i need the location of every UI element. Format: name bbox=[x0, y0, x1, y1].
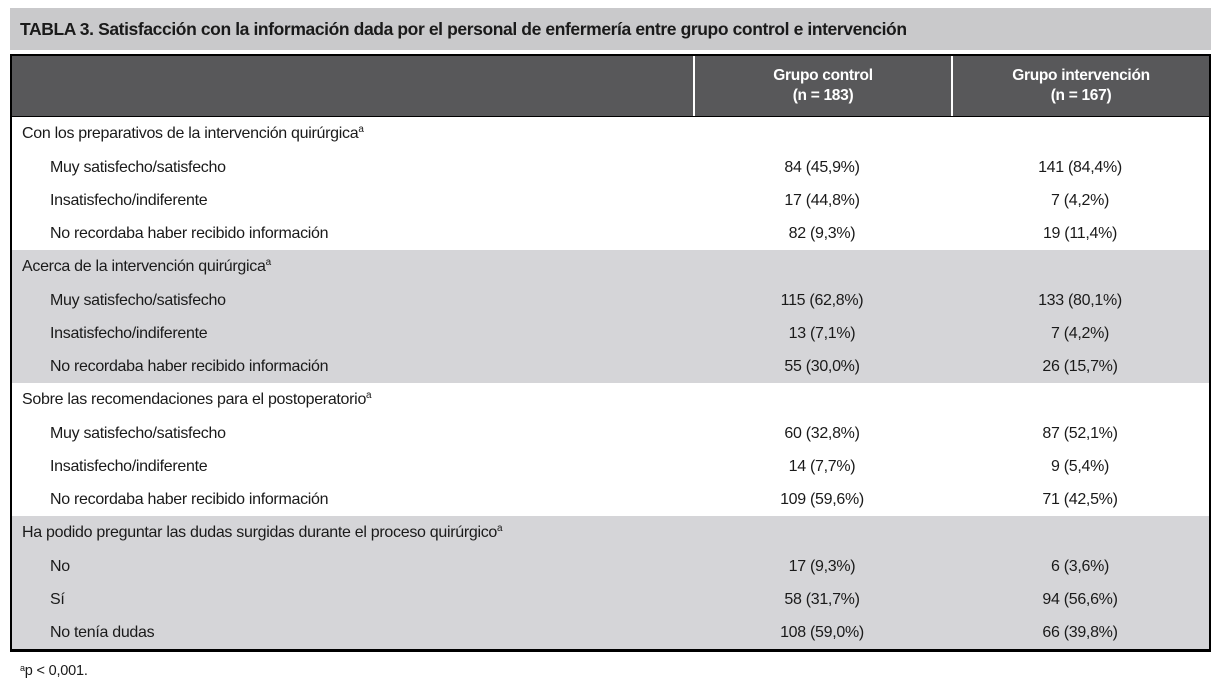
section-header-label: Acerca de la intervención quirúrgica bbox=[22, 258, 266, 275]
row-label: Muy satisfecho/satisfecho bbox=[50, 424, 226, 442]
intervention-value: 7 (4,2%) bbox=[1050, 191, 1110, 209]
table-row: No tenía dudas 108 (59,0%) 66 (39,8%) bbox=[12, 616, 1209, 649]
control-value: 17 (44,8%) bbox=[784, 191, 860, 209]
row-label: Sí bbox=[50, 590, 65, 608]
section-header-label: Con los preparativos de la intervención … bbox=[22, 125, 359, 142]
footnote: ap < 0,001. bbox=[20, 663, 1211, 679]
footnote-text: p < 0,001. bbox=[24, 663, 88, 679]
row-label: No recordaba haber recibido información bbox=[50, 490, 329, 508]
row-label: Insatisfecho/indiferente bbox=[50, 457, 208, 475]
row-label: Muy satisfecho/satisfecho bbox=[50, 291, 226, 309]
row-label: No bbox=[50, 557, 70, 575]
intervention-value: 94 (56,6%) bbox=[1042, 590, 1118, 608]
intervention-value: 66 (39,8%) bbox=[1042, 623, 1118, 641]
control-value: 58 (31,7%) bbox=[784, 590, 860, 608]
table-row: No recordaba haber recibido información … bbox=[12, 217, 1209, 250]
table-row: Insatisfecho/indiferente 14 (7,7%) 9 (5,… bbox=[12, 450, 1209, 483]
section-header-acerca: Acerca de la intervención quirúrgica a bbox=[12, 250, 1209, 284]
table-row: Insatisfecho/indiferente 17 (44,8%) 7 (4… bbox=[12, 184, 1209, 217]
control-value: 84 (45,9%) bbox=[784, 158, 860, 176]
section-header-label: Sobre las recomendaciones para el postop… bbox=[22, 391, 367, 408]
row-label: No recordaba haber recibido información bbox=[50, 224, 329, 242]
intervention-value: 141 (84,4%) bbox=[1038, 158, 1122, 176]
header-grupo-control-line2: (n = 183) bbox=[792, 87, 854, 104]
intervention-value: 9 (5,4%) bbox=[1050, 457, 1110, 475]
intervention-value: 6 (3,6%) bbox=[1050, 557, 1110, 575]
control-value: 115 (62,8%) bbox=[780, 291, 864, 309]
table-title-bar: TABLA 3. Satisfacción con la información… bbox=[10, 8, 1211, 50]
intervention-value: 19 (11,4%) bbox=[1042, 224, 1118, 242]
header-grupo-intervencion: Grupo intervención (n = 167) bbox=[951, 56, 1209, 116]
intervention-value: 7 (4,2%) bbox=[1050, 324, 1110, 342]
intervention-value: 71 (42,5%) bbox=[1042, 490, 1118, 508]
control-value: 55 (30,0%) bbox=[784, 357, 860, 375]
table-row: Muy satisfecho/satisfecho 115 (62,8%) 13… bbox=[12, 284, 1209, 317]
header-grupo-intervencion-line1: Grupo intervención bbox=[1012, 66, 1150, 84]
table-row: No recordaba haber recibido información … bbox=[12, 350, 1209, 383]
header-grupo-control: Grupo control (n = 183) bbox=[693, 56, 951, 116]
section-header-dudas: Ha podido preguntar las dudas surgidas d… bbox=[12, 516, 1209, 550]
intervention-value: 133 (80,1%) bbox=[1038, 291, 1122, 309]
control-value: 14 (7,7%) bbox=[788, 457, 856, 475]
row-label: Insatisfecho/indiferente bbox=[50, 324, 208, 342]
table-row: Sí 58 (31,7%) 94 (56,6%) bbox=[12, 583, 1209, 616]
control-value: 13 (7,1%) bbox=[788, 324, 856, 342]
control-value: 108 (59,0%) bbox=[780, 623, 864, 641]
table-title: TABLA 3. Satisfacción con la información… bbox=[20, 18, 907, 39]
control-value: 60 (32,8%) bbox=[784, 424, 860, 442]
row-label: No recordaba haber recibido información bbox=[50, 357, 329, 375]
table-row: No recordaba haber recibido información … bbox=[12, 483, 1209, 516]
header-grupo-control-line1: Grupo control bbox=[773, 66, 873, 84]
footnote-marker: a bbox=[20, 662, 25, 673]
data-table: Grupo control (n = 183) Grupo intervenci… bbox=[10, 54, 1211, 652]
table-row: Muy satisfecho/satisfecho 60 (32,8%) 87 … bbox=[12, 417, 1209, 450]
table-row: Insatisfecho/indiferente 13 (7,1%) 7 (4,… bbox=[12, 317, 1209, 350]
row-label: Muy satisfecho/satisfecho bbox=[50, 158, 226, 176]
table-row: No 17 (9,3%) 6 (3,6%) bbox=[12, 550, 1209, 583]
control-value: 17 (9,3%) bbox=[788, 557, 856, 575]
row-label: No tenía dudas bbox=[50, 623, 155, 641]
table-row: Muy satisfecho/satisfecho 84 (45,9%) 141… bbox=[12, 151, 1209, 184]
header-empty-cell bbox=[12, 56, 693, 116]
control-value: 109 (59,6%) bbox=[780, 490, 864, 508]
table-header-row: Grupo control (n = 183) Grupo intervenci… bbox=[12, 56, 1209, 117]
control-value: 82 (9,3%) bbox=[788, 224, 856, 242]
table-figure: TABLA 3. Satisfacción con la información… bbox=[10, 8, 1211, 679]
row-label: Insatisfecho/indiferente bbox=[50, 191, 208, 209]
section-header-preparativos: Con los preparativos de la intervención … bbox=[22, 123, 364, 142]
header-grupo-intervencion-line2: (n = 167) bbox=[1050, 87, 1112, 104]
intervention-value: 87 (52,1%) bbox=[1042, 424, 1118, 442]
section-header-recomendaciones: Sobre las recomendaciones para el postop… bbox=[22, 389, 372, 408]
section-header-label: Ha podido preguntar las dudas surgidas d… bbox=[22, 524, 498, 541]
intervention-value: 26 (15,7%) bbox=[1042, 357, 1118, 375]
